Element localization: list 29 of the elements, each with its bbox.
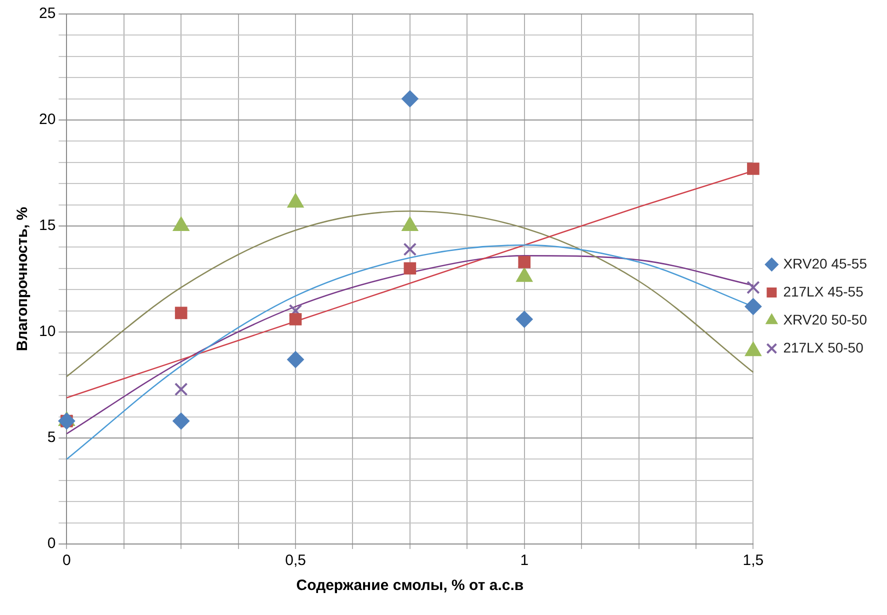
x-tick-label: 1 — [520, 552, 529, 570]
point — [172, 412, 190, 430]
point — [174, 306, 188, 320]
point — [404, 262, 416, 275]
x-axis-title: Содержание смолы, % от а.с.в — [296, 577, 524, 594]
legend-label: 217LX 50-50 — [783, 339, 864, 356]
point — [747, 162, 760, 175]
point — [401, 90, 418, 108]
legend-label: XRV20 50-50 — [783, 311, 868, 328]
point — [287, 351, 304, 368]
point — [289, 313, 302, 326]
y-tick-label: 10 — [38, 323, 56, 340]
y-tick-label: 5 — [47, 429, 56, 446]
y-tick-label: 15 — [38, 217, 56, 234]
point — [174, 382, 188, 396]
y-axis-title: Влагопрочность, % — [14, 206, 32, 352]
point — [746, 280, 760, 294]
y-tick-label: 0 — [47, 535, 56, 552]
x-tick-label: 0,5 — [285, 552, 306, 570]
legend-label: XRV20 45-55 — [783, 255, 868, 272]
point — [403, 242, 417, 256]
y-tick-label: 25 — [38, 5, 56, 22]
x-tick-label: 1,5 — [742, 552, 764, 570]
point — [516, 310, 533, 328]
x-tick-label: 0 — [62, 552, 71, 570]
point — [288, 304, 302, 318]
y-tick-label: 20 — [38, 111, 56, 128]
point — [744, 298, 762, 316]
legend-label: 217LX 45-55 — [783, 283, 864, 300]
